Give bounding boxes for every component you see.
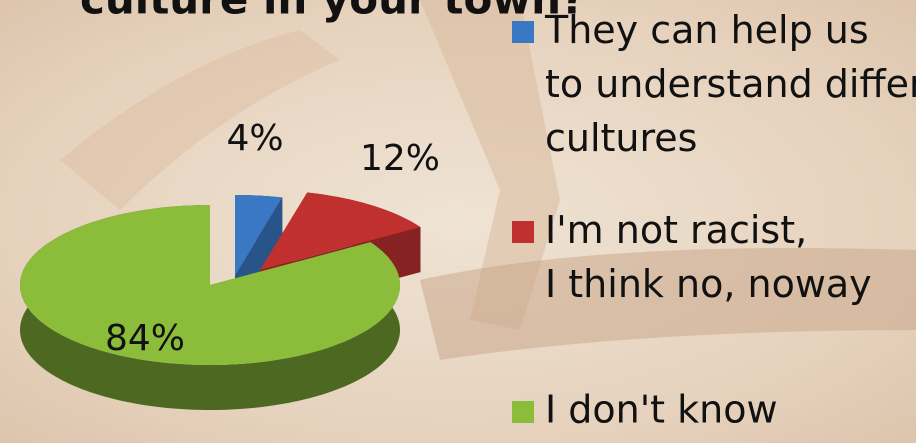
legend-line: I'm not racist,	[545, 208, 807, 252]
slice-top	[20, 205, 400, 365]
slice-top	[235, 195, 283, 275]
data-label: 4%	[226, 118, 283, 159]
legend-line: to understand different	[545, 62, 916, 106]
pie-slice	[20, 205, 400, 410]
legend-line: They can help us	[544, 8, 869, 52]
chart-title: culture in your town?	[80, 0, 585, 24]
legend-swatch	[512, 401, 534, 423]
legend-label: They can help us to understand different c…	[544, 8, 916, 160]
decoration	[420, 0, 560, 330]
legend-line: I think no, noway	[545, 262, 872, 306]
legend-swatch	[512, 221, 534, 243]
slice-top	[260, 192, 421, 270]
legend-label: I don't know	[545, 388, 778, 432]
legend-label: I'm not racist, I think no, noway	[545, 208, 872, 306]
decoration	[60, 30, 340, 210]
data-label: 84%	[105, 318, 185, 359]
legend-swatch	[512, 21, 534, 43]
legend-line: cultures	[545, 116, 697, 160]
decoration	[420, 248, 916, 360]
data-label: 12%	[360, 138, 440, 179]
